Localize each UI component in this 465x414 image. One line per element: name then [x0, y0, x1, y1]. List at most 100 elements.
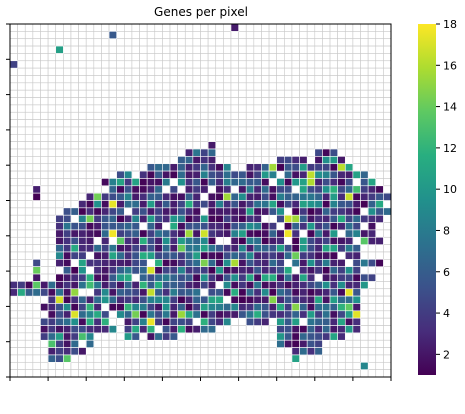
grid-cell: [154, 148, 163, 157]
grid-cell: [238, 325, 247, 334]
grid-cell: [108, 134, 117, 142]
grid-cell: [344, 104, 354, 113]
grid-cell: [184, 75, 194, 84]
heatmap-cell: [375, 236, 384, 245]
heatmap-cell: [253, 185, 262, 194]
grid-cell: [17, 317, 26, 326]
heatmap-cell: [344, 178, 354, 187]
heatmap-cell: [162, 192, 171, 201]
grid-cell: [268, 67, 277, 76]
grid-cell: [55, 38, 64, 47]
grid-cell: [184, 38, 194, 47]
heatmap-cell: [177, 295, 186, 304]
heatmap-cell: [78, 347, 87, 356]
heatmap-cell: [154, 244, 163, 253]
grid-cell: [344, 38, 354, 47]
heatmap-cell: [32, 273, 41, 282]
heatmap-cell: [322, 310, 331, 319]
grid-cell: [124, 347, 133, 356]
grid-cell: [24, 178, 34, 187]
grid-cell: [314, 53, 323, 62]
grid-cell: [32, 361, 41, 370]
grid-cell: [375, 273, 384, 282]
grid-cell: [78, 134, 87, 142]
grid-cell: [306, 141, 316, 150]
grid-cell: [17, 60, 26, 69]
heatmap-cell: [291, 244, 300, 253]
grid-cell: [329, 104, 338, 113]
grid-cell: [93, 60, 102, 69]
heatmap-cell: [85, 339, 95, 348]
grid-cell: [124, 354, 133, 363]
grid-cell: [344, 141, 354, 150]
grid-cell: [47, 104, 57, 113]
grid-cell: [32, 89, 41, 98]
grid-cell: [268, 45, 277, 54]
grid-cell: [192, 60, 201, 69]
grid-cell: [375, 281, 384, 290]
heatmap-cell: [367, 207, 377, 216]
grid-cell: [131, 31, 140, 40]
grid-cell: [291, 361, 300, 370]
heatmap-cell: [299, 207, 308, 216]
colorbar-tick-label: 18: [443, 18, 457, 31]
heatmap-cell: [177, 303, 186, 312]
grid-cell: [124, 134, 133, 142]
grid-cell: [40, 45, 49, 54]
heatmap-cell: [360, 273, 369, 282]
grid-cell: [32, 295, 41, 304]
heatmap-cell: [238, 281, 247, 290]
grid-cell: [70, 192, 79, 201]
grid-cell: [344, 148, 354, 157]
grid-cell: [261, 111, 270, 120]
heatmap-cell: [352, 310, 361, 319]
grid-cell: [329, 347, 338, 356]
grid-cell: [154, 45, 163, 54]
heatmap-cell: [230, 259, 239, 267]
grid-cell: [367, 361, 377, 370]
grid-cell: [276, 31, 285, 40]
grid-cell: [124, 104, 133, 113]
heatmap-cell: [47, 332, 57, 341]
heatmap-cell: [215, 229, 224, 238]
grid-cell: [131, 170, 140, 179]
grid-cell: [139, 126, 148, 135]
heatmap-cell: [230, 244, 239, 253]
grid-cell: [215, 148, 224, 157]
grid-cell: [383, 244, 392, 253]
grid-cell: [344, 156, 354, 165]
heatmap-cell: [24, 288, 34, 297]
grid-cell: [169, 369, 178, 378]
grid-cell: [322, 75, 331, 84]
grid-cell: [9, 75, 18, 84]
grid-cell: [47, 222, 57, 231]
grid-cell: [284, 207, 293, 216]
heatmap-cell: [253, 244, 262, 253]
grid-cell: [9, 111, 18, 120]
heatmap-cell: [230, 222, 239, 231]
heatmap-cell: [306, 178, 316, 187]
heatmap-cell: [154, 207, 163, 216]
heatmap-cell: [47, 303, 57, 312]
heatmap-cell: [284, 339, 293, 348]
heatmap-cell: [55, 317, 64, 326]
heatmap-cell: [131, 281, 140, 290]
heatmap-cell: [139, 229, 148, 238]
heatmap-cell: [200, 185, 209, 194]
grid-cell: [154, 67, 163, 76]
heatmap-cell: [284, 200, 293, 209]
grid-cell: [291, 369, 300, 378]
grid-cell: [93, 53, 102, 62]
heatmap-cell: [47, 339, 57, 348]
heatmap-cell: [101, 259, 110, 267]
grid-cell: [314, 31, 323, 40]
grid-cell: [139, 53, 148, 62]
grid-cell: [40, 178, 49, 187]
heatmap-cell: [124, 214, 133, 223]
grid-cell: [367, 163, 377, 172]
grid-cell: [322, 45, 331, 54]
heatmap-cell: [329, 259, 338, 267]
grid-cell: [101, 339, 110, 348]
grid-cell: [146, 53, 156, 62]
heatmap-cell: [314, 281, 323, 290]
